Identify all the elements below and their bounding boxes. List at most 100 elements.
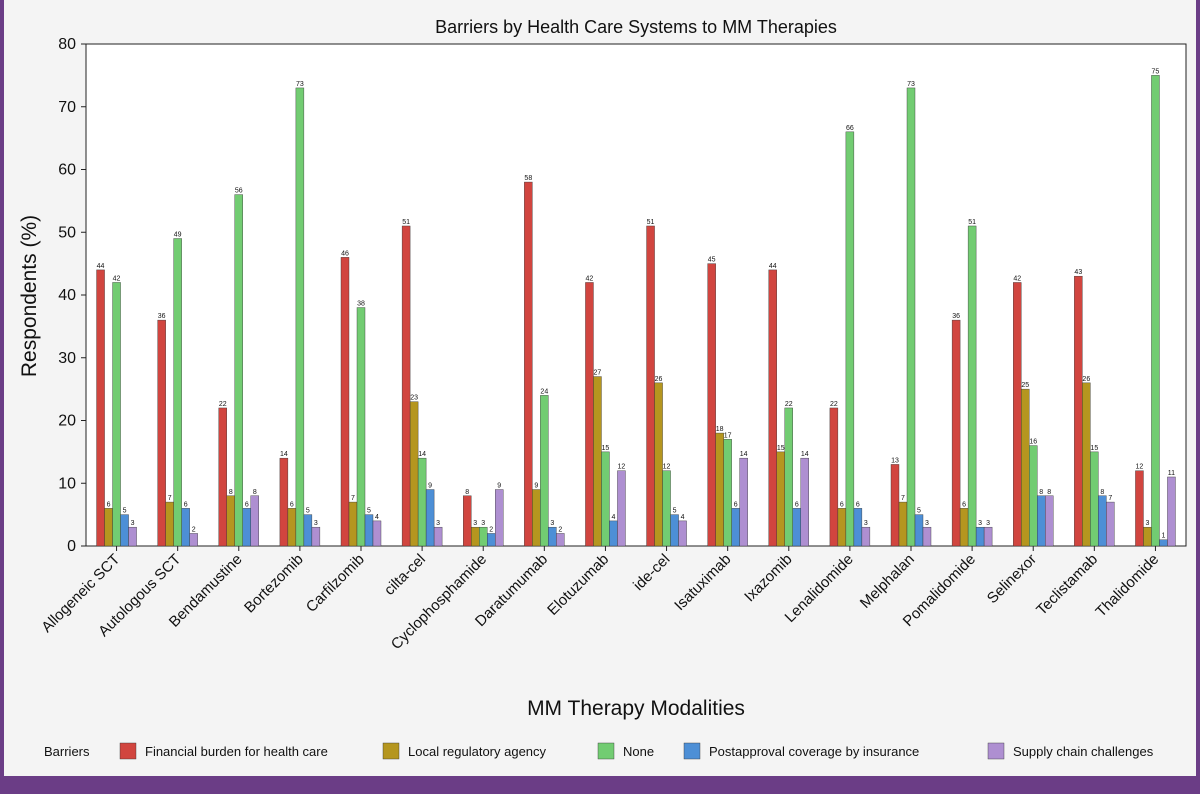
data-label: 42 <box>113 275 121 282</box>
bar <box>670 514 679 547</box>
data-label: 3 <box>864 520 868 527</box>
bar <box>1045 495 1054 547</box>
data-label: 9 <box>428 483 432 490</box>
data-label: 15 <box>777 445 785 452</box>
bar <box>234 194 243 547</box>
data-label: 16 <box>1029 439 1037 446</box>
data-label: 6 <box>856 501 860 508</box>
bar <box>845 131 855 547</box>
data-label: 26 <box>655 376 663 383</box>
legend-label: Postapproval coverage by insurance <box>709 744 919 759</box>
data-label: 13 <box>891 457 899 464</box>
data-label: 12 <box>618 464 626 471</box>
bottom-band <box>0 776 1200 794</box>
bar <box>959 508 969 547</box>
data-label: 27 <box>594 370 602 377</box>
data-label: 8 <box>229 489 233 496</box>
data-label: 6 <box>245 501 249 508</box>
bar <box>242 508 251 547</box>
bar <box>914 514 924 547</box>
data-label: 7 <box>1108 495 1112 502</box>
bar <box>218 407 227 547</box>
data-label: 73 <box>907 81 915 88</box>
data-label: 4 <box>375 514 379 521</box>
bar <box>1143 526 1152 547</box>
data-label: 8 <box>1047 489 1051 496</box>
bar <box>678 520 687 547</box>
data-label: 3 <box>986 520 990 527</box>
data-label: 43 <box>1074 269 1082 276</box>
y-axis-label: Respondents (%) <box>18 215 41 377</box>
bar <box>800 457 809 547</box>
data-label: 5 <box>123 508 127 515</box>
bar <box>837 508 847 547</box>
bar <box>295 87 305 547</box>
x-tick-label: Isatuximab <box>671 551 734 614</box>
data-label: 73 <box>296 81 304 88</box>
data-label: 3 <box>131 520 135 527</box>
x-axis-label: MM Therapy Modalities <box>527 697 745 720</box>
legend-swatch <box>597 742 615 760</box>
data-label: 8 <box>465 489 469 496</box>
bar <box>1021 388 1030 547</box>
bar <box>731 508 740 547</box>
data-label: 18 <box>716 426 724 433</box>
x-tick-label: Elotuzumab <box>544 551 612 619</box>
x-tick-label: Carfilzomib <box>303 551 368 616</box>
data-label: 3 <box>436 520 440 527</box>
data-label: 58 <box>524 175 532 182</box>
data-label: 12 <box>663 464 671 471</box>
bar <box>853 508 863 547</box>
data-label: 3 <box>481 520 485 527</box>
bar <box>165 501 174 547</box>
data-label: 7 <box>168 495 172 502</box>
data-label: 51 <box>402 219 410 226</box>
bar <box>975 526 985 547</box>
bar <box>409 401 419 547</box>
data-label: 75 <box>1152 68 1160 75</box>
chart-title: Barriers by Health Care Systems to MM Th… <box>435 17 837 37</box>
data-label: 5 <box>917 508 921 515</box>
bar <box>1074 275 1083 547</box>
data-label: 17 <box>724 432 732 439</box>
y-tick-label: 0 <box>67 538 76 555</box>
data-label: 6 <box>184 501 188 508</box>
legend-label: Financial burden for health care <box>145 744 328 759</box>
y-tick-label: 50 <box>58 224 76 241</box>
data-label: 22 <box>219 401 227 408</box>
data-label: 14 <box>801 451 809 458</box>
y-tick-label: 70 <box>58 99 76 116</box>
data-label: 8 <box>1100 489 1104 496</box>
data-label: 26 <box>1082 376 1090 383</box>
data-label: 22 <box>830 401 838 408</box>
data-label: 6 <box>795 501 799 508</box>
bar <box>967 225 977 547</box>
data-label: 51 <box>968 219 976 226</box>
data-label: 6 <box>840 501 844 508</box>
legend-swatch <box>382 742 400 760</box>
legend-label: Supply chain challenges <box>1013 744 1154 759</box>
data-label: 2 <box>558 526 562 533</box>
left-border <box>0 0 4 776</box>
data-label: 36 <box>952 313 960 320</box>
bar <box>617 470 626 547</box>
data-label: 3 <box>473 520 477 527</box>
bar <box>287 508 297 547</box>
bar <box>1013 282 1022 547</box>
bar <box>157 319 166 547</box>
data-label: 7 <box>351 495 355 502</box>
bar <box>556 533 565 547</box>
bar <box>739 457 748 547</box>
bar <box>128 526 137 547</box>
data-label: 2 <box>489 526 493 533</box>
data-label: 6 <box>107 501 111 508</box>
bar <box>784 407 793 547</box>
x-tick-label: Ixazomib <box>741 551 795 605</box>
data-label: 5 <box>306 508 310 515</box>
bar <box>890 464 900 547</box>
bar <box>654 382 663 547</box>
data-label: 23 <box>410 395 418 402</box>
data-label: 24 <box>540 388 548 395</box>
data-label: 22 <box>785 401 793 408</box>
data-label: 36 <box>158 313 166 320</box>
